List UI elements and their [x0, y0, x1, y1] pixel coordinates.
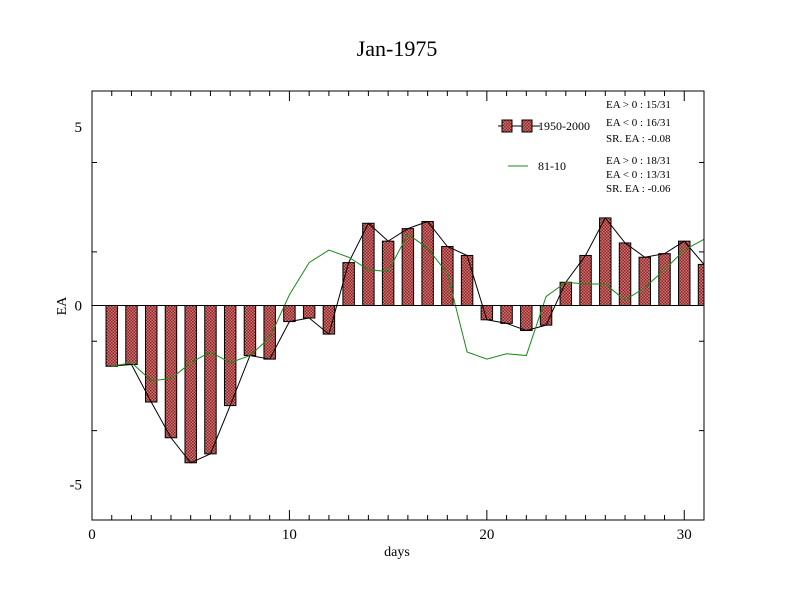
bar — [401, 228, 415, 306]
y-tick-label: -5 — [70, 477, 83, 493]
bar — [658, 253, 671, 307]
x-axis-label: days — [384, 545, 410, 560]
x-tick-label: 10 — [282, 527, 297, 543]
bar — [204, 305, 217, 455]
bar — [638, 256, 651, 306]
legend-stat: SR. EA : -0.06 — [606, 183, 671, 195]
plot-area — [92, 216, 704, 464]
bar — [697, 263, 704, 307]
legend-stat: SR. EA : -0.08 — [606, 133, 671, 145]
bar — [678, 240, 691, 306]
bar — [164, 305, 178, 439]
bar — [125, 305, 138, 365]
y-tick-label: 0 — [75, 299, 83, 315]
bar — [184, 305, 197, 464]
chart-title: Jan-1975 — [357, 36, 438, 61]
bar — [223, 305, 237, 407]
plot-frame — [91, 90, 705, 521]
bar — [441, 246, 454, 306]
y-tick-label: 5 — [75, 120, 83, 136]
series-line-81-10 — [111, 233, 704, 382]
bar — [599, 217, 612, 307]
legend-label-1950-2000: 1950-2000 — [538, 119, 590, 133]
bar — [362, 222, 375, 306]
plot-inner — [92, 216, 704, 464]
bar — [381, 240, 395, 306]
legend-stat: EA > 0 : 15/31 — [606, 99, 671, 111]
legend-stat: EA > 0 : 18/31 — [606, 155, 671, 167]
bar — [243, 305, 257, 357]
bar — [342, 262, 355, 307]
legend-swatch-1950-2000 — [521, 119, 533, 133]
bar — [579, 254, 592, 306]
bar — [618, 242, 632, 306]
legend-stat: EA < 0 : 16/31 — [606, 117, 671, 129]
x-tick-label: 20 — [479, 527, 494, 543]
bar — [105, 305, 118, 367]
bar — [421, 220, 434, 306]
axes: 0 10 20 30 -5 0 5 — [70, 90, 705, 543]
bar — [145, 305, 158, 403]
bar — [460, 254, 474, 306]
legend-stat: EA < 0 : 13/31 — [606, 169, 671, 181]
legend-swatch-1950-2000 — [501, 119, 513, 133]
x-tick-label: 0 — [88, 527, 96, 543]
y-axis-label: EA — [55, 296, 70, 316]
bar — [520, 305, 533, 332]
legend-label-81-10: 81-10 — [538, 159, 566, 173]
x-tick-label: 30 — [677, 527, 692, 543]
series-line-1950-2000 — [111, 216, 704, 464]
legend: 1950-2000 81-10 EA > 0 : 15/31 EA < 0 : 16/… — [498, 99, 671, 195]
bar — [500, 305, 513, 324]
bar — [302, 305, 316, 319]
bar — [283, 305, 296, 323]
